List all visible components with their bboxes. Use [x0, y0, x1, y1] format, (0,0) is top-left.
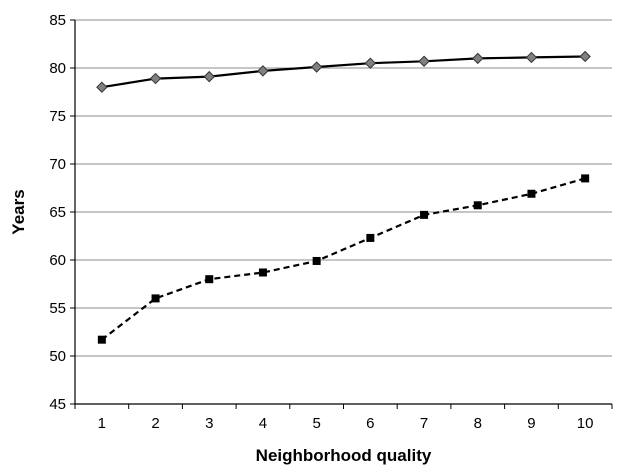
series-1-point	[473, 53, 483, 63]
series-2-line	[102, 178, 585, 339]
series-1-point	[312, 62, 322, 72]
y-tick-label: 70	[49, 156, 66, 173]
series-1-point	[204, 72, 214, 82]
y-tick-label: 50	[49, 348, 66, 365]
series-2-point	[313, 257, 321, 265]
series	[97, 51, 590, 343]
x-tick-label: 4	[259, 415, 267, 432]
y-tick-label: 60	[49, 252, 66, 269]
series-1-line	[102, 57, 585, 88]
y-tick-label: 85	[49, 12, 66, 29]
x-tick-label: 10	[577, 415, 594, 432]
series-2-point	[581, 174, 589, 182]
series-2-point	[420, 211, 428, 219]
series-1-point	[580, 51, 590, 61]
series-2-point	[98, 336, 106, 344]
x-tick-label: 2	[151, 415, 159, 432]
series-1-point	[419, 56, 429, 66]
x-tick-label: 7	[420, 415, 428, 432]
y-tick-label: 75	[49, 108, 66, 125]
y-tick-label: 80	[49, 60, 66, 77]
x-tick-label: 9	[527, 415, 535, 432]
series-1-point	[151, 74, 161, 84]
series-2-point	[366, 234, 374, 242]
series-1-point	[526, 52, 536, 62]
x-tick-label: 5	[312, 415, 320, 432]
gridlines	[75, 20, 612, 356]
y-tick-label: 45	[49, 396, 66, 413]
series-2-point	[474, 201, 482, 209]
series-2-point	[527, 190, 535, 198]
x-axis-title: Neighborhood quality	[256, 446, 432, 465]
series-2-point	[152, 294, 160, 302]
x-tick-label: 3	[205, 415, 213, 432]
series-2-point	[259, 268, 267, 276]
y-tick-label: 65	[49, 204, 66, 221]
series-1-point	[97, 82, 107, 92]
x-tick-label: 8	[474, 415, 482, 432]
series-2-point	[205, 275, 213, 283]
series-1-point	[258, 66, 268, 76]
x-tick-label: 1	[98, 415, 106, 432]
y-tick-label: 55	[49, 300, 66, 317]
x-tick-label: 6	[366, 415, 374, 432]
y-axis-title: Years	[9, 189, 28, 234]
series-1-point	[365, 58, 375, 68]
